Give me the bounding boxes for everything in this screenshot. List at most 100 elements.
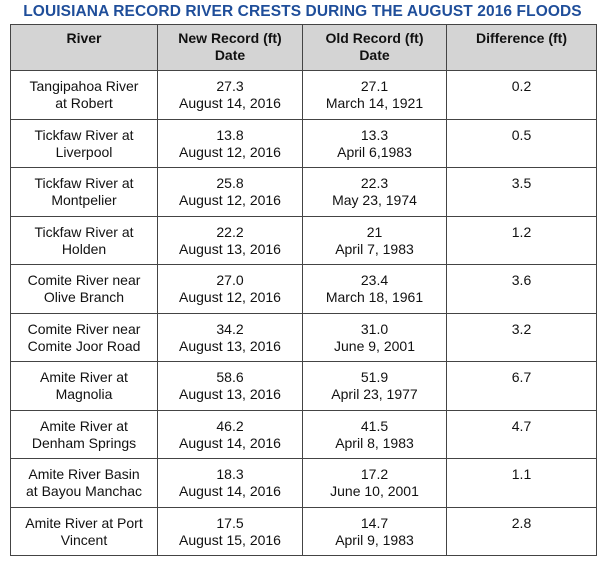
- new-record-ft: 58.6: [216, 369, 244, 385]
- new-record-date: August 14, 2016: [179, 483, 281, 499]
- cell-new-record: 46.2 August 14, 2016: [157, 409, 303, 459]
- difference-ft: 1.1: [511, 466, 532, 482]
- table-row: Comite River near Comite Joor Road 34.2 Aug…: [10, 312, 597, 362]
- table-row: Comite River near Olive Branch 27.0 August …: [10, 264, 597, 314]
- cell-new-record: 25.8 August 12, 2016: [157, 167, 303, 217]
- difference-ft: 6.7: [511, 369, 532, 385]
- new-record-ft: 25.8: [216, 175, 244, 191]
- cell-river: Tangipahoa River at Robert: [10, 70, 158, 120]
- river-name-line-2: Olive Branch: [43, 289, 125, 305]
- new-record-date: August 13, 2016: [179, 337, 281, 354]
- cell-difference: 6.7: [446, 361, 597, 411]
- cell-difference: 3.5: [446, 167, 597, 217]
- cell-old-record: 27.1 March 14, 1921: [302, 70, 447, 120]
- river-name-line-2: Montpelier: [51, 192, 117, 208]
- table-row: Tickfaw River at Montpelier 25.8 August 12,…: [10, 167, 597, 217]
- new-record-ft: 34.2: [216, 320, 244, 337]
- river-name-line-2: Vincent: [60, 531, 108, 548]
- river-name-line-2: Holden: [61, 240, 107, 257]
- cell-new-record: 18.3 August 14, 2016: [157, 458, 303, 508]
- old-record-date: April 23, 1977: [331, 386, 418, 402]
- old-record-date: April 9, 1983: [335, 531, 414, 548]
- cell-old-record: 13.3 April 6,1983: [302, 118, 447, 168]
- table-row: Amite River at Magnolia 58.6 August 13, 201…: [10, 361, 597, 411]
- old-record-ft: 51.9: [360, 369, 389, 385]
- header-river-label: River: [66, 30, 102, 46]
- cell-old-record: 22.3 May 23, 1974: [302, 167, 447, 217]
- new-record-ft: 18.3: [216, 466, 244, 482]
- cell-river: Tickfaw River at Liverpool: [10, 118, 158, 168]
- difference-ft: 3.6: [511, 272, 532, 288]
- table-row: Tickfaw River at Holden 22.2 August 13, 201…: [10, 215, 597, 265]
- cell-old-record: 21 April 7, 1983: [302, 215, 447, 265]
- old-record-ft: 31.0: [360, 320, 389, 337]
- cell-old-record: 51.9 April 23, 1977: [302, 361, 447, 411]
- cell-old-record: 23.4 March 18, 1961: [302, 264, 447, 314]
- header-old-record: Old Record (ft) Date: [302, 24, 447, 71]
- cell-river: Comite River near Olive Branch: [10, 264, 158, 314]
- cell-river: Amite River at Denham Springs: [10, 409, 158, 459]
- river-name-line-1: Amite River at Port: [25, 514, 143, 531]
- river-name-line-2: Denham Springs: [31, 434, 137, 451]
- cell-difference: 1.2: [446, 215, 597, 265]
- cell-river: Amite River Basin at Bayou Manchac: [10, 458, 158, 508]
- old-record-ft: 41.5: [360, 417, 389, 434]
- header-old-record-label: Old Record (ft): [325, 30, 424, 46]
- old-record-date: June 10, 2001: [330, 483, 419, 499]
- cell-new-record: 13.8 August 12, 2016: [157, 118, 303, 168]
- river-name-line-1: Tickfaw River at: [34, 126, 134, 143]
- cell-river: Comite River near Comite Joor Road: [10, 312, 158, 362]
- old-record-date: June 9, 2001: [334, 337, 415, 354]
- new-record-date: August 14, 2016: [179, 434, 281, 451]
- table-row: Amite River Basin at Bayou Manchac 18.3 Aug…: [10, 458, 597, 508]
- header-row: River New Record (ft) Date Old Record (f…: [10, 24, 597, 71]
- header-new-record-label: New Record (ft): [178, 30, 282, 46]
- new-record-date: August 12, 2016: [179, 143, 281, 160]
- difference-ft: 2.8: [511, 514, 532, 531]
- table-row: Amite River at Port Vincent 17.5 August 15,…: [10, 506, 597, 556]
- difference-ft: 3.5: [511, 175, 532, 191]
- old-record-ft: 14.7: [360, 514, 389, 531]
- table-row: Tickfaw River at Liverpool 13.8 August 12, …: [10, 118, 597, 168]
- river-name-line-2: Magnolia: [55, 386, 113, 402]
- new-record-ft: 46.2: [216, 417, 244, 434]
- old-record-ft: 23.4: [360, 272, 389, 288]
- cell-old-record: 17.2 June 10, 2001: [302, 458, 447, 508]
- new-record-date: August 14, 2016: [179, 95, 281, 111]
- cell-new-record: 27.0 August 12, 2016: [157, 264, 303, 314]
- header-new-record-date-label: Date: [214, 47, 246, 63]
- old-record-date: April 8, 1983: [335, 434, 414, 451]
- river-name-line-2: at Robert: [55, 95, 113, 111]
- cell-new-record: 34.2 August 13, 2016: [157, 312, 303, 362]
- river-crests-table: River New Record (ft) Date Old Record (f…: [10, 24, 597, 556]
- old-record-ft: 13.3: [360, 126, 389, 143]
- cell-old-record: 31.0 June 9, 2001: [302, 312, 447, 362]
- page-title: LOUISIANA RECORD RIVER CRESTS DURING THE…: [23, 3, 582, 20]
- cell-river: Tickfaw River at Holden: [10, 215, 158, 265]
- old-record-ft: 22.3: [360, 175, 389, 191]
- new-record-ft: 27.0: [216, 272, 244, 288]
- header-difference: Difference (ft): [446, 24, 597, 71]
- cell-difference: 1.1: [446, 458, 597, 508]
- river-name-line-1: Amite River at: [40, 417, 128, 434]
- difference-ft: 0.2: [511, 78, 532, 94]
- old-record-ft: 17.2: [360, 466, 389, 482]
- new-record-ft: 22.2: [216, 223, 244, 240]
- cell-difference: 3.2: [446, 312, 597, 362]
- new-record-date: August 12, 2016: [179, 192, 281, 208]
- river-name-line-2: Liverpool: [55, 143, 113, 160]
- difference-ft: 4.7: [511, 417, 532, 434]
- old-record-ft: 27.1: [360, 78, 389, 94]
- new-record-date: August 13, 2016: [179, 386, 281, 402]
- new-record-date: August 12, 2016: [179, 289, 281, 305]
- cell-new-record: 17.5 August 15, 2016: [157, 506, 303, 556]
- cell-river: Amite River at Magnolia: [10, 361, 158, 411]
- cell-river: Amite River at Port Vincent: [10, 506, 158, 556]
- table-row: Amite River at Denham Springs 46.2 August 1…: [10, 409, 597, 459]
- cell-difference: 0.5: [446, 118, 597, 168]
- cell-difference: 4.7: [446, 409, 597, 459]
- river-name-line-1: Amite River at: [40, 369, 128, 385]
- difference-ft: 1.2: [511, 223, 532, 240]
- cell-difference: 0.2: [446, 70, 597, 120]
- old-record-date: March 14, 1921: [325, 95, 424, 111]
